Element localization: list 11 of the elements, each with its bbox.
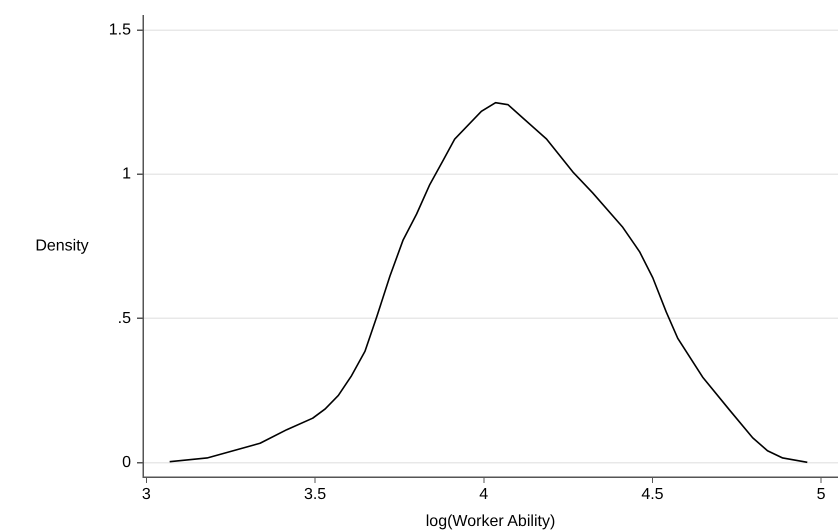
y-axis-title: Density — [35, 238, 89, 255]
x-tick-label: 5 — [816, 486, 826, 504]
x-tick-label: 3 — [142, 486, 151, 504]
y-tick-label: 1 — [122, 166, 132, 183]
x-tick-label: 3.5 — [304, 486, 326, 504]
y-tick-label: 0 — [122, 454, 132, 471]
x-tick-label: 4 — [479, 486, 488, 504]
y-tick-label: .5 — [118, 310, 132, 327]
x-axis-title: log(Worker Ability) — [426, 512, 556, 530]
y-tick-label: 1.5 — [108, 21, 132, 38]
x-tick-label: 4.5 — [641, 486, 664, 504]
